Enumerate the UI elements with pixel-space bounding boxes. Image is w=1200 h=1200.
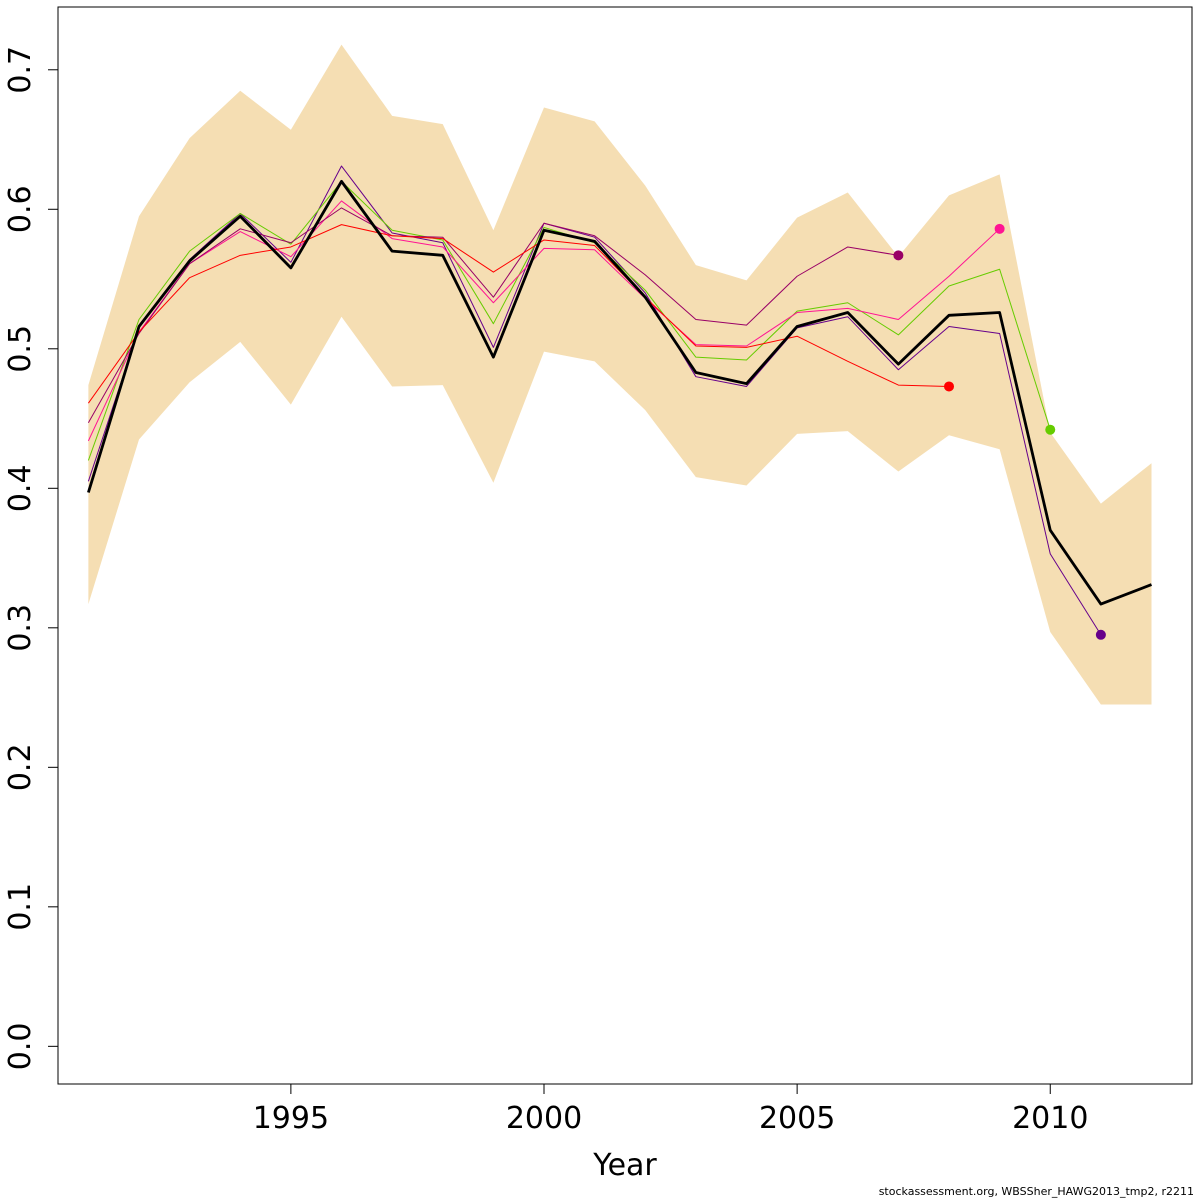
x-tick-label: 2010 [1012, 1101, 1088, 1136]
y-tick-label: 0.2 [3, 743, 38, 791]
y-tick-label: 0.6 [3, 185, 38, 233]
series-end-point-1 [1095, 629, 1106, 640]
series-end-point-5 [944, 381, 954, 392]
y-tick-label: 0.3 [3, 604, 38, 652]
y-axis: 0.0 0.1 0.2 0.3 0.4 0.5 0.6 0.7 [3, 46, 59, 1070]
y-tick-label: 0.4 [3, 464, 38, 512]
x-tick-label: 2000 [506, 1101, 582, 1136]
series-line-1 [87, 165, 1102, 636]
y-tick-label: 0.1 [3, 883, 38, 931]
y-tick-label: 0.7 [3, 46, 38, 94]
series-line-0 [87, 179, 1153, 606]
series-end-point-2 [1045, 424, 1056, 435]
series-end-point-3 [994, 223, 1005, 234]
series-line-4 [87, 207, 899, 423]
series-line-5 [87, 224, 950, 404]
series-line-3 [87, 200, 1000, 442]
confidence-band-layer [88, 44, 1152, 705]
x-tick-label: 1995 [253, 1101, 329, 1136]
credit-text: stockassessment.org, WBSSher_HAWG2013_tm… [878, 1185, 1194, 1198]
series-end-point-4 [893, 250, 904, 261]
series-end-points-layer [893, 223, 1106, 640]
y-tick-label: 0.0 [3, 1022, 38, 1070]
x-axis-title: Year [592, 1148, 657, 1183]
x-tick-label: 2005 [759, 1101, 835, 1136]
y-tick-label: 0.5 [3, 325, 38, 373]
confidence-band [88, 44, 1152, 705]
series-lines-layer [87, 165, 1153, 636]
x-axis: 1995 2000 2005 2010 [253, 1083, 1088, 1136]
